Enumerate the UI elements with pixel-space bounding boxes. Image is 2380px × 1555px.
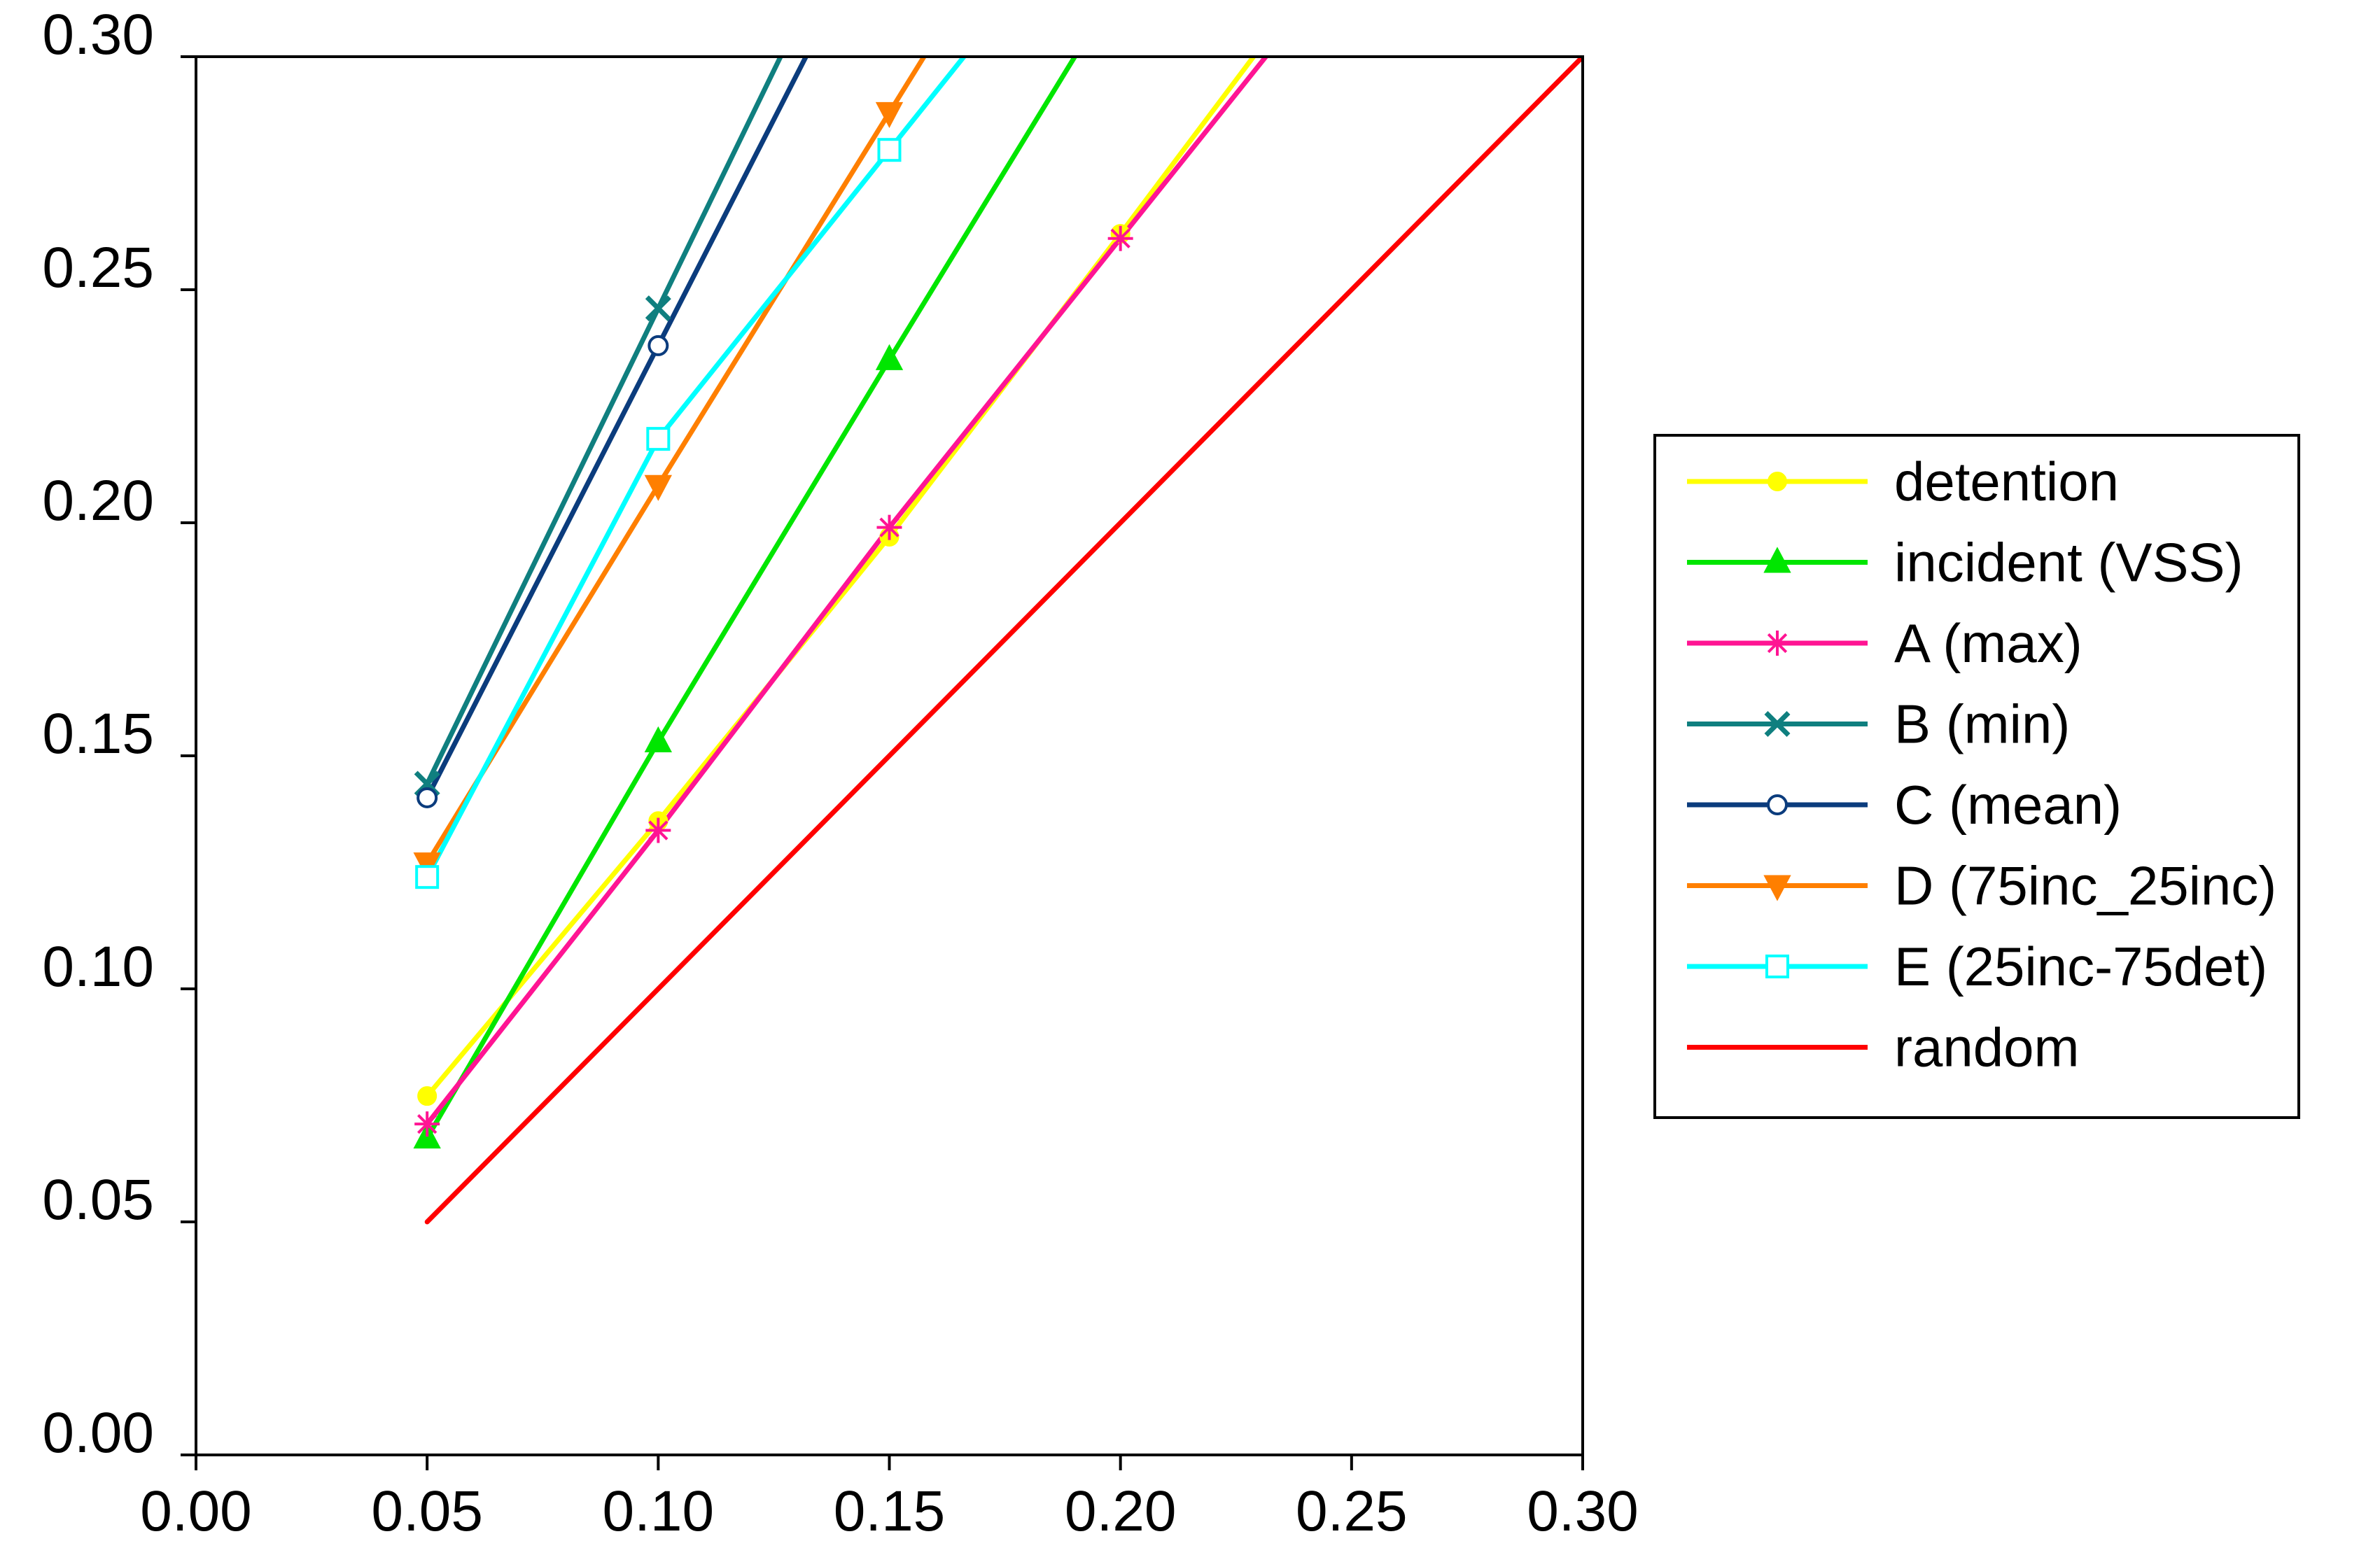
legend-marker: [1765, 955, 1789, 978]
series-line-7: [424, 57, 1583, 1225]
y-tick-label: 0.15: [42, 702, 154, 766]
data-point: [877, 138, 902, 162]
series-line-5: [424, 57, 927, 866]
legend-label: E (25inc-75det): [1894, 936, 2267, 997]
legend-box: [1653, 434, 2300, 1119]
data-point: [648, 335, 669, 356]
y-tick-label: 0.10: [42, 935, 154, 999]
x-tick-label: 0.20: [1065, 1479, 1177, 1543]
legend-label: C (mean): [1894, 774, 2122, 836]
data-point: [645, 817, 671, 843]
legend-label: A (max): [1894, 612, 2082, 674]
data-point: [644, 474, 672, 501]
data-point-stroke: [1110, 228, 1130, 248]
marker-layer: [413, 101, 1133, 1149]
data-point: [417, 1086, 438, 1106]
data-point: [645, 295, 671, 322]
series-line-6: [424, 57, 967, 880]
legend-marker: [1763, 875, 1791, 901]
data-point-stroke: [879, 517, 899, 537]
legend-label: random: [1894, 1017, 2079, 1078]
y-axis: 0.00 0.05 0.10 0.15 0.20 0.25 0.30: [42, 3, 196, 1465]
x-tick-label: 0.10: [603, 1479, 715, 1543]
series-line-1: [424, 57, 1078, 1141]
legend: detention incident (VSS) A (max) B (min) C (…: [1653, 434, 2300, 1119]
y-tick-label: 0.20: [42, 469, 154, 533]
legend-marker: [1764, 711, 1791, 737]
y-tick-label: 0.25: [42, 236, 154, 300]
data-point: [644, 726, 672, 753]
data-point-stroke: [417, 1113, 438, 1134]
data-point: [646, 427, 671, 451]
data-point-stroke: [645, 295, 671, 322]
x-axis: 0.00 0.05 0.10 0.15 0.20 0.25 0.30: [140, 1455, 1639, 1543]
legend-label: detention: [1894, 451, 2119, 512]
data-point: [416, 787, 438, 808]
x-tick-label: 0.25: [1296, 1479, 1408, 1543]
legend-marker: [1767, 794, 1788, 815]
x-tick-label: 0.00: [140, 1479, 252, 1543]
legend-marker-stroke: [1767, 633, 1788, 654]
data-point-stroke: [648, 820, 668, 840]
data-point: [1107, 225, 1133, 251]
legend-marker: [1768, 472, 1787, 491]
data-point: [414, 1111, 440, 1137]
y-tick-label: 0.30: [42, 3, 154, 66]
x-tick-label: 0.30: [1527, 1479, 1639, 1543]
x-tick-label: 0.05: [371, 1479, 483, 1543]
legend-marker-stroke: [1764, 711, 1791, 737]
legend-label: D (75inc_25inc): [1894, 855, 2276, 917]
data-point: [875, 101, 904, 129]
legend-marker: [1765, 631, 1790, 656]
y-tick-label: 0.00: [42, 1401, 154, 1465]
legend-marker: [1763, 547, 1791, 573]
legend-label: B (min): [1894, 694, 2070, 755]
legend-label: incident (VSS): [1894, 532, 2244, 593]
data-point: [875, 344, 904, 370]
x-tick-label: 0.15: [834, 1479, 946, 1543]
y-tick-label: 0.05: [42, 1168, 154, 1232]
data-point: [876, 514, 902, 540]
data-point: [415, 865, 440, 889]
